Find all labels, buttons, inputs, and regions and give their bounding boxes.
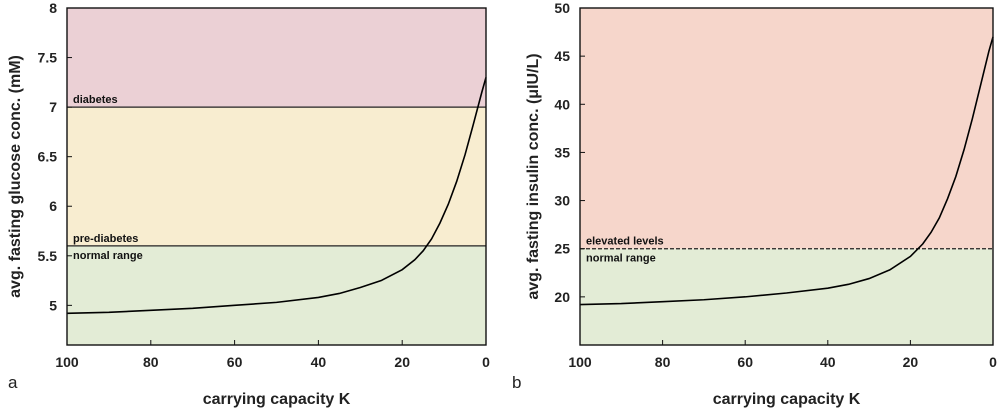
y-tick-label-5: 45 [554,48,570,64]
chart-panel-b: elevated levels normal range 100 80 60 40 20 0 2… [512,0,997,408]
band-2 [67,8,486,108]
x-tick-label-4: 20 [394,354,410,370]
x-tick-label-3: 40 [820,354,836,370]
x-tick-label-0: 100 [568,354,592,370]
band-1 [580,8,993,249]
band-1 [67,107,486,246]
y-tick-label-0: 5 [49,297,57,313]
threshold-label-below-0: normal range [586,253,656,265]
plot-frame [66,7,487,346]
y-axis-label: avg. fasting insulin conc. (μIU/L) [525,53,542,299]
y-tick-label-1: 5.5 [38,248,58,264]
threshold-label-above-0: elevated levels [586,236,664,248]
plot-frame [579,7,994,346]
y-tick-label-2: 30 [554,193,570,209]
x-tick-label-1: 80 [143,354,159,370]
x-tick-label-2: 60 [737,354,753,370]
y-tick-label-1: 25 [554,241,570,257]
panel-letter: b [512,373,521,392]
series-line-0 [579,36,994,306]
band-0 [67,245,486,345]
y-tick-label-5: 7.5 [38,50,58,66]
y-tick-label-4: 40 [554,96,570,112]
x-axis-label: carrying capacity K [713,391,861,408]
series-line-0 [66,77,487,315]
band-0 [580,248,993,345]
x-tick-label-5: 0 [989,354,997,370]
y-tick-label-0: 20 [554,289,570,305]
x-tick-label-1: 80 [655,354,671,370]
y-tick-label-6: 50 [554,0,570,16]
y-tick-label-4: 7 [49,99,57,115]
x-tick-label-3: 40 [311,354,327,370]
y-tick-label-3: 35 [554,144,570,160]
threshold-label-below-1: normal range [73,250,143,262]
x-axis-label: carrying capacity K [203,391,351,408]
threshold-label-above-1: pre-diabetes [73,233,138,245]
y-tick-label-2: 6 [49,198,57,214]
y-tick-label-6: 8 [49,0,57,16]
panel-letter: a [8,373,18,392]
x-tick-label-4: 20 [903,354,919,370]
y-tick-label-3: 6.5 [38,149,58,165]
x-tick-label-5: 0 [482,354,490,370]
y-axis-label: avg. fasting glucose conc. (mM) [7,55,24,298]
x-tick-label-2: 60 [227,354,243,370]
threshold-label-above-0: diabetes [73,94,118,106]
x-tick-label-0: 100 [55,354,79,370]
